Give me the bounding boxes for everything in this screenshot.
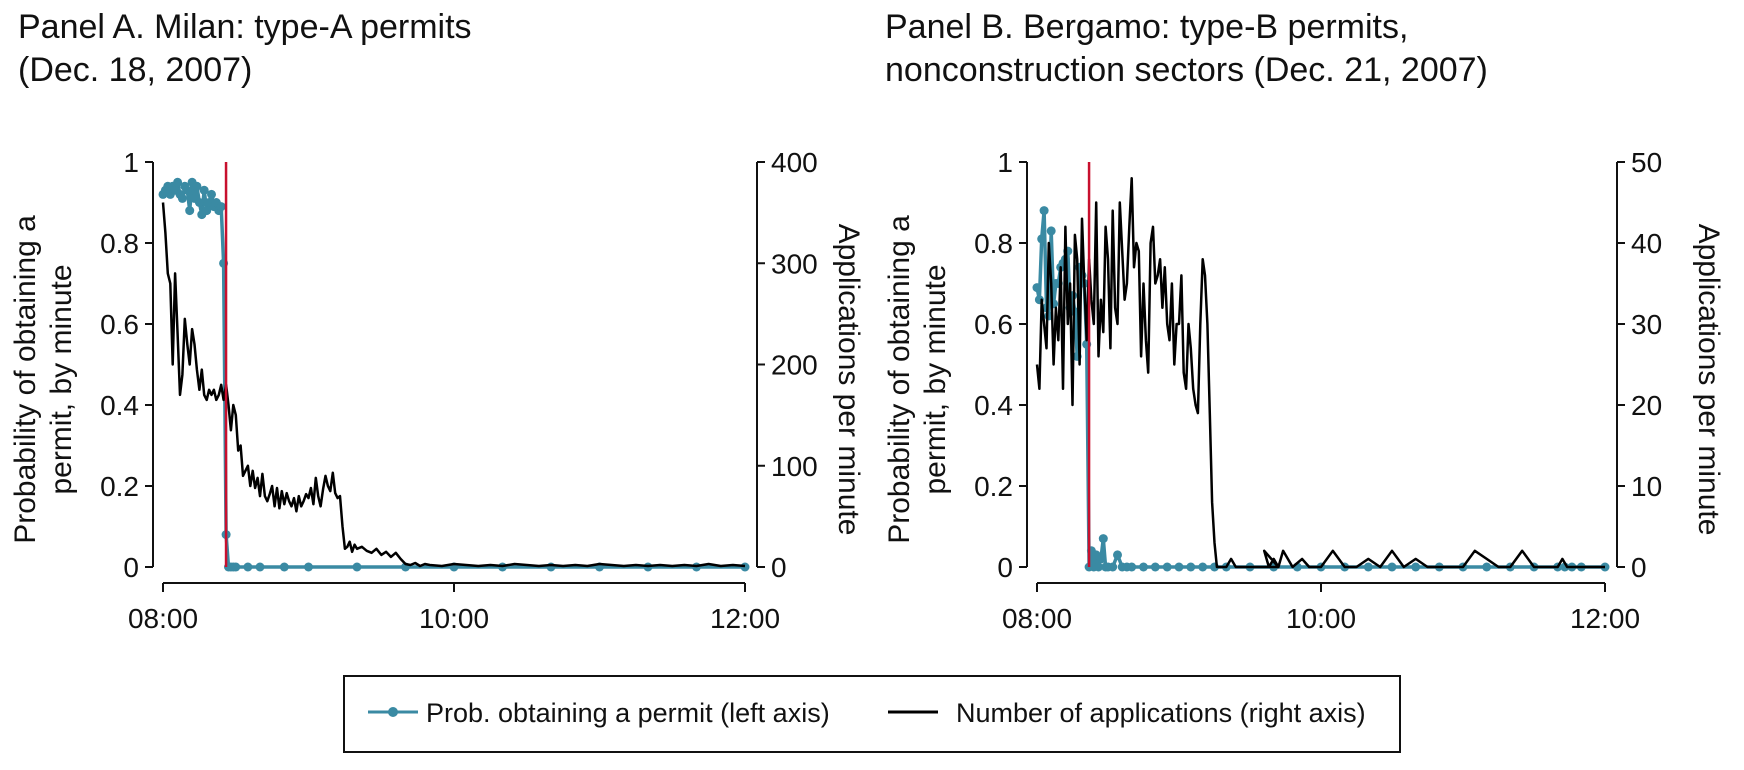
right-y-tick-label: 30 xyxy=(1631,309,1662,340)
left-y-tick-label: 0.2 xyxy=(100,471,139,502)
panel-b-title: Panel B. Bergamo: type-B permits, noncon… xyxy=(885,6,1665,92)
right-y-tick-label: 20 xyxy=(1631,390,1662,421)
left-y-tick-label: 1 xyxy=(123,147,139,178)
right-y-tick-label: 200 xyxy=(771,350,818,381)
panel-b-title-line1: Panel B. Bergamo: type-B permits, xyxy=(885,8,1409,46)
right-y-tick-label: 50 xyxy=(1631,147,1662,178)
legend: Prob. obtaining a permit (left axis) Num… xyxy=(343,675,1401,753)
probability-point xyxy=(1032,283,1042,293)
probability-point xyxy=(1098,534,1108,544)
panel-a-title: Panel A. Milan: type-A permits (Dec. 18,… xyxy=(18,6,778,92)
probability-point xyxy=(207,189,216,199)
probability-point xyxy=(202,206,212,216)
probability-point xyxy=(1046,226,1056,236)
left-y-tick-label: 0.2 xyxy=(974,471,1013,502)
applications-line xyxy=(161,202,746,568)
probability-point xyxy=(255,562,265,572)
left-y-tick-label: 1 xyxy=(997,147,1013,178)
left-y-tick-label: 0 xyxy=(997,552,1013,583)
probability-point xyxy=(1411,562,1421,572)
left-y-tick-label: 0 xyxy=(123,552,139,583)
probability-point xyxy=(1482,562,1492,572)
probability-point xyxy=(740,562,750,572)
probability-point xyxy=(177,193,187,203)
right-y-tick-label: 0 xyxy=(771,552,787,583)
probability-point xyxy=(173,177,183,187)
left-y-axis-title: Probability of obtaining a permit, by min… xyxy=(9,215,78,544)
right-y-tick-label: 10 xyxy=(1631,471,1662,502)
panel-a-title-line1: Panel A. Milan: type-A permits xyxy=(18,8,472,46)
x-tick-label: 08:00 xyxy=(1002,603,1072,634)
right-y-axis-title: Applications per minute xyxy=(832,224,865,536)
probability-point xyxy=(1113,550,1122,560)
probability-point xyxy=(1127,562,1137,572)
probability-point xyxy=(1108,562,1118,572)
left-y-axis-title: Probability of obtaining a permit, by min… xyxy=(883,215,952,544)
left-y-axis-title-line1: Probability of obtaining a xyxy=(9,215,42,544)
applications-series xyxy=(1035,176,1605,569)
left-y-axis-title-line2: permit, by minute xyxy=(919,264,952,494)
x-tick-label: 12:00 xyxy=(710,603,780,634)
probability-point xyxy=(1162,562,1172,572)
probability-point xyxy=(1363,562,1373,572)
probability-line xyxy=(161,180,745,569)
right-y-tick-label: 0 xyxy=(1631,552,1647,583)
x-tick-label: 12:00 xyxy=(1570,603,1640,634)
panel-a-title-line2: (Dec. 18, 2007) xyxy=(18,51,253,89)
probability-point xyxy=(279,562,289,572)
right-y-tick-label: 400 xyxy=(771,147,818,178)
legend-prob-label: Prob. obtaining a permit (left axis) xyxy=(426,698,830,728)
legend-box xyxy=(343,675,1401,753)
probability-point xyxy=(352,562,362,572)
panel-a-chart: 0 0.2 0.4 0.6 0.8 1 0 100 200 300 400 08:00 10:00 12:… xyxy=(9,147,865,634)
probability-point xyxy=(192,181,202,191)
x-tick-label: 10:00 xyxy=(1286,603,1356,634)
left-y-tick-label: 0.6 xyxy=(100,309,139,340)
probability-point xyxy=(1039,206,1049,216)
left-y-tick-label: 0.8 xyxy=(100,228,139,259)
x-tick-label: 08:00 xyxy=(128,603,198,634)
x-tick-label: 10:00 xyxy=(419,603,489,634)
probability-point xyxy=(194,198,204,207)
probability-point xyxy=(182,185,192,195)
probability-point xyxy=(1174,562,1184,572)
right-y-axis-title: Applications per minute xyxy=(1692,224,1725,536)
probability-point xyxy=(304,562,313,572)
probability-series xyxy=(158,177,750,572)
left-y-tick-label: 0.4 xyxy=(974,390,1013,421)
probability-point xyxy=(1150,562,1160,572)
right-y-tick-label: 40 xyxy=(1631,228,1662,259)
probability-point xyxy=(1037,234,1047,244)
probability-point xyxy=(216,202,226,212)
left-y-axis-title-line2: permit, by minute xyxy=(45,264,78,494)
left-y-axis-title-line1: Probability of obtaining a xyxy=(883,215,916,544)
legend-prob-marker xyxy=(388,707,398,717)
right-y-tick-label: 100 xyxy=(771,451,818,482)
legend-apps-label: Number of applications (right axis) xyxy=(956,698,1366,728)
probability-point xyxy=(199,185,209,195)
applications-series xyxy=(161,202,746,568)
probability-point xyxy=(185,206,195,216)
applications-line xyxy=(1035,176,1605,569)
probability-point xyxy=(1094,562,1103,572)
right-y-tick-label: 300 xyxy=(771,248,818,279)
probability-point xyxy=(243,562,253,572)
probability-point xyxy=(1198,562,1208,572)
probability-point xyxy=(231,562,241,572)
probability-point xyxy=(1186,562,1196,572)
probability-point xyxy=(1139,562,1148,572)
left-y-tick-label: 0.6 xyxy=(974,309,1013,340)
probability-point xyxy=(1096,554,1106,564)
left-y-tick-label: 0.8 xyxy=(974,228,1013,259)
panel-b-title-line2: nonconstruction sectors (Dec. 21, 2007) xyxy=(885,51,1488,89)
left-y-tick-label: 0.4 xyxy=(100,390,139,421)
probability-point xyxy=(1387,562,1397,572)
